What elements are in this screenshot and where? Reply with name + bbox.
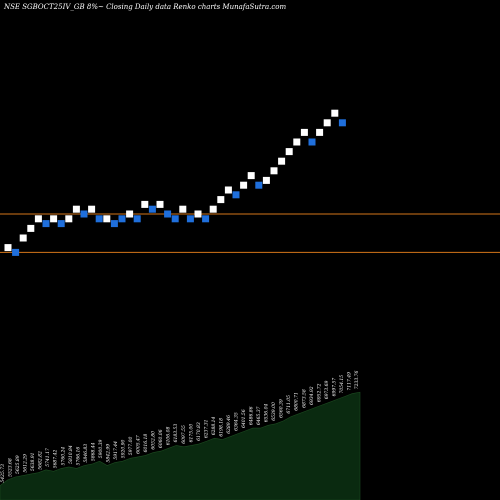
renko-brick-up — [194, 210, 202, 218]
renko-brick-up — [224, 186, 232, 194]
volume-label: 5625.89 — [15, 455, 21, 474]
volume-label: 5760.24 — [60, 447, 66, 466]
renko-brick-up — [209, 205, 217, 213]
volume-label: 5682.82 — [38, 451, 44, 470]
volume-label: 5687.42 — [53, 450, 59, 469]
volume-label: 6465.37 — [256, 406, 262, 425]
volume-label: 5810.84 — [68, 445, 74, 464]
renko-brick-down — [57, 220, 65, 228]
volume-label: 6288.14 — [211, 416, 217, 435]
renko-brick-down — [12, 248, 20, 256]
volume-label: 6711.05 — [286, 395, 292, 414]
volume-label: 6800.71 — [294, 392, 300, 411]
renko-brick-up — [331, 109, 339, 117]
renko-brick-up — [50, 215, 58, 223]
volume-label: 5638.91 — [30, 452, 36, 471]
volume-label: 6183.53 — [173, 424, 179, 443]
renko-brick-down — [133, 215, 141, 223]
volume-label: 6873.58 — [301, 389, 307, 408]
renko-brick-down — [95, 215, 103, 223]
renko-brick-up — [217, 196, 225, 204]
renko-brick-up — [156, 200, 164, 208]
renko-brick-up — [88, 205, 96, 213]
volume-label: 6170.83 — [196, 422, 202, 441]
volume-label: 6016.18 — [143, 434, 149, 453]
renko-brick-up — [278, 157, 286, 165]
volume-label: 6997.57 — [331, 378, 337, 397]
volume-label: 5741.17 — [45, 448, 51, 467]
renko-brick-up — [65, 215, 73, 223]
renko-brick-up — [141, 200, 149, 208]
renko-brick-up — [179, 205, 187, 213]
renko-brick-up — [4, 244, 12, 252]
volume-label: 6560.39 — [279, 399, 285, 418]
volume-label: 5868.44 — [90, 442, 96, 461]
renko-brick-up — [285, 148, 293, 156]
renko-brick-up — [247, 172, 255, 180]
renko-brick-down — [148, 205, 156, 213]
renko-brick-up — [72, 205, 80, 213]
volume-label: 6401.56 — [241, 409, 247, 428]
volume-label: 6005.47 — [136, 435, 142, 454]
volume-label: 6237.31 — [203, 419, 209, 438]
renko-brick-up — [103, 215, 111, 223]
renko-brick-down — [232, 191, 240, 199]
volume-label: 5425.73 — [0, 464, 6, 483]
volume-label: 6175.00 — [188, 424, 194, 443]
renko-brick-down — [255, 181, 263, 189]
renko-brick-down — [110, 220, 118, 228]
volume-label: 5977.00 — [128, 437, 134, 456]
volume-area — [0, 391, 361, 500]
volume-label: 5846.83 — [83, 444, 89, 463]
chart-header-title: NSE SGBOCT25IV_GB 8%~ Closing Daily data… — [4, 3, 287, 11]
renko-brick-up — [323, 119, 331, 127]
renko-brick-up — [262, 176, 270, 184]
renko-brick-up — [34, 215, 42, 223]
volume-label: 6536.04 — [264, 404, 270, 423]
renko-brick-down — [338, 119, 346, 127]
volume-label: 5900.39 — [98, 439, 104, 458]
volume-label: 6486.86 — [249, 406, 255, 425]
volume-label: 6106.08 — [166, 427, 172, 446]
renko-brick-up — [300, 128, 308, 136]
volume-label: 6060.06 — [158, 429, 164, 448]
volume-label: 7233.76 — [354, 370, 360, 389]
volume-label: 7054.15 — [339, 375, 345, 394]
volume-label: 5842.99 — [105, 444, 111, 463]
renko-brick-up — [27, 224, 35, 232]
renko-brick-up — [316, 128, 324, 136]
renko-brick-up — [126, 210, 134, 218]
renko-brick-down — [42, 220, 50, 228]
renko-brick-down — [171, 215, 179, 223]
volume-label: 6973.69 — [324, 381, 330, 400]
volume-label: 6364.35 — [234, 412, 240, 431]
volume-label: 5917.44 — [113, 441, 119, 460]
volume-label: 5523.68 — [8, 458, 14, 477]
volume-label: 6097.55 — [181, 425, 187, 444]
renko-brick-up — [19, 234, 27, 242]
renko-brick-down — [308, 138, 316, 146]
volume-label: 6539.00 — [271, 402, 277, 421]
volume-label: 6934.92 — [309, 386, 315, 405]
renko-brick-down — [186, 215, 194, 223]
volume-label: 5612.29 — [23, 454, 29, 473]
renko-brick-down — [202, 215, 210, 223]
renko-brick-down — [118, 215, 126, 223]
renko-brick-down — [80, 210, 88, 218]
renko-brick-up — [293, 138, 301, 146]
volume-label: 5766.16 — [75, 447, 81, 466]
volume-label: 5920.90 — [121, 439, 127, 458]
volume-label: 6952.72 — [316, 383, 322, 402]
volume-label: 6289.46 — [226, 415, 232, 434]
renko-brick-down — [164, 210, 172, 218]
volume-label: 7117.49 — [347, 372, 353, 391]
renko-brick-up — [270, 167, 278, 175]
volume-label: 6052.80 — [151, 431, 157, 450]
volume-label: 6198.18 — [218, 418, 224, 437]
renko-brick-up — [240, 181, 248, 189]
